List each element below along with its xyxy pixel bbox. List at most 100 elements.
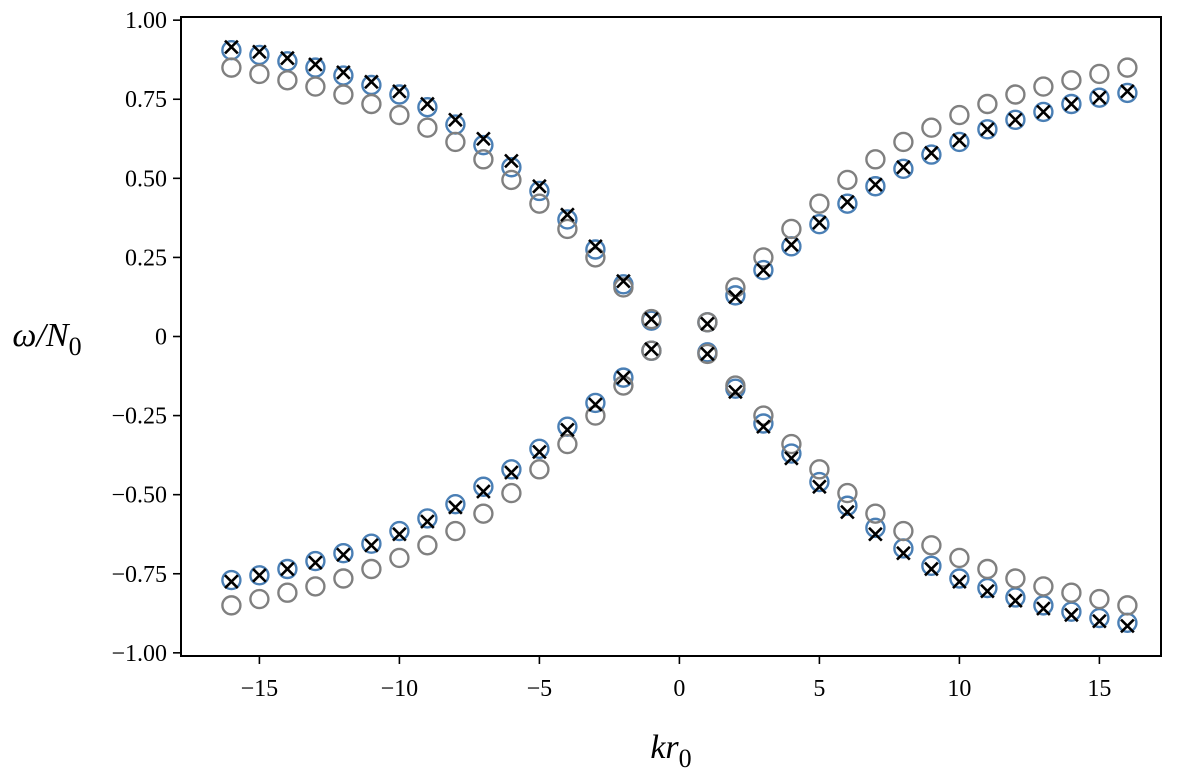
circle-marker: [417, 96, 438, 118]
plot-area-frame: [180, 16, 1162, 657]
x-marker: [1092, 90, 1107, 106]
circle-marker: [977, 93, 998, 115]
x-marker: [644, 341, 659, 357]
circle-marker: [249, 44, 270, 66]
circle-marker: [921, 144, 942, 165]
circle-marker: [417, 535, 438, 556]
x-marker: [616, 273, 631, 289]
circle-marker: [725, 285, 746, 306]
x-marker: [644, 311, 659, 327]
circle-marker: [305, 76, 326, 97]
y-tick-label: 0.75: [125, 87, 167, 113]
circle-marker: [865, 517, 886, 539]
circle-marker: [529, 193, 550, 214]
circle-marker: [1005, 109, 1026, 131]
circle-marker: [1089, 87, 1110, 108]
circle-marker: [333, 65, 354, 86]
x-marker: [532, 178, 547, 194]
y-tick-label: 0.25: [125, 245, 167, 271]
circle-marker: [641, 340, 662, 361]
circle-marker: [1061, 93, 1082, 115]
circle-marker: [893, 158, 914, 180]
circle-marker: [781, 433, 802, 455]
circle-marker: [809, 214, 830, 235]
circle-marker: [1117, 57, 1138, 78]
circle-marker: [473, 149, 494, 170]
x-marker: [728, 289, 743, 305]
circle-marker: [305, 550, 326, 572]
circle-marker: [865, 149, 886, 170]
y-tick-label: 0: [155, 325, 167, 351]
circle-marker: [1061, 70, 1082, 91]
x-marker: [1008, 112, 1023, 128]
circle-marker: [277, 51, 298, 72]
x-marker: [1092, 613, 1107, 629]
circle-marker: [585, 239, 606, 260]
circle-marker: [529, 459, 550, 480]
circle-marker: [613, 367, 634, 388]
x-marker: [952, 133, 967, 148]
x-marker: [952, 574, 967, 589]
circle-marker: [1117, 612, 1138, 633]
x-marker: [812, 215, 827, 230]
circle-marker: [305, 57, 326, 78]
circle-marker: [529, 438, 550, 459]
circle-marker: [725, 375, 746, 396]
circle-marker: [921, 535, 942, 556]
x-tick-label: 15: [1087, 676, 1111, 702]
x-marker: [868, 526, 883, 542]
x-marker: [1036, 601, 1051, 616]
circle-marker: [249, 63, 270, 85]
circle-marker: [557, 209, 578, 230]
x-tick-label: 0: [673, 676, 685, 702]
x-marker: [1064, 607, 1079, 623]
circle-marker: [921, 117, 942, 138]
x-marker: [840, 504, 855, 520]
circle-marker: [221, 595, 242, 616]
x-marker: [868, 177, 883, 192]
x-marker: [924, 561, 939, 577]
x-marker: [700, 316, 715, 332]
x-tick-label: 5: [813, 676, 825, 702]
x-marker: [588, 397, 603, 412]
circle-marker: [865, 503, 886, 524]
circle-marker: [389, 547, 410, 569]
circle-marker: [277, 582, 298, 603]
circle-marker: [473, 476, 494, 497]
circle-marker: [361, 74, 382, 96]
x-marker: [1120, 618, 1135, 634]
circle-marker: [753, 247, 774, 268]
x-marker: [756, 419, 771, 434]
circle-marker: [445, 493, 466, 515]
x-marker: [364, 537, 379, 553]
x-tick-label: −5: [527, 676, 553, 702]
x-marker: [1036, 104, 1051, 120]
circle-marker: [837, 193, 858, 214]
x-marker: [756, 262, 771, 278]
x-marker: [420, 96, 435, 112]
y-tick-label: −0.50: [111, 483, 167, 509]
x-marker: [560, 422, 575, 438]
x-marker: [504, 153, 519, 169]
circle-marker: [557, 218, 578, 240]
x-marker: [924, 145, 939, 161]
x-marker: [392, 84, 407, 99]
x-marker: [308, 555, 323, 571]
circle-marker: [949, 131, 970, 153]
circle-marker: [809, 471, 830, 493]
x-marker: [896, 159, 911, 175]
x-tick-label: −10: [381, 676, 419, 702]
x-marker: [280, 50, 295, 66]
circle-marker: [389, 104, 410, 126]
circle-marker: [277, 558, 298, 580]
circle-marker: [277, 70, 298, 91]
x-marker: [476, 484, 491, 499]
circle-marker: [1061, 601, 1082, 622]
y-tick-label: −0.75: [111, 562, 167, 588]
x-marker: [252, 44, 267, 60]
circle-marker: [585, 392, 606, 414]
circle-marker: [417, 508, 438, 529]
x-marker: [896, 545, 911, 561]
circle-marker: [613, 277, 634, 298]
